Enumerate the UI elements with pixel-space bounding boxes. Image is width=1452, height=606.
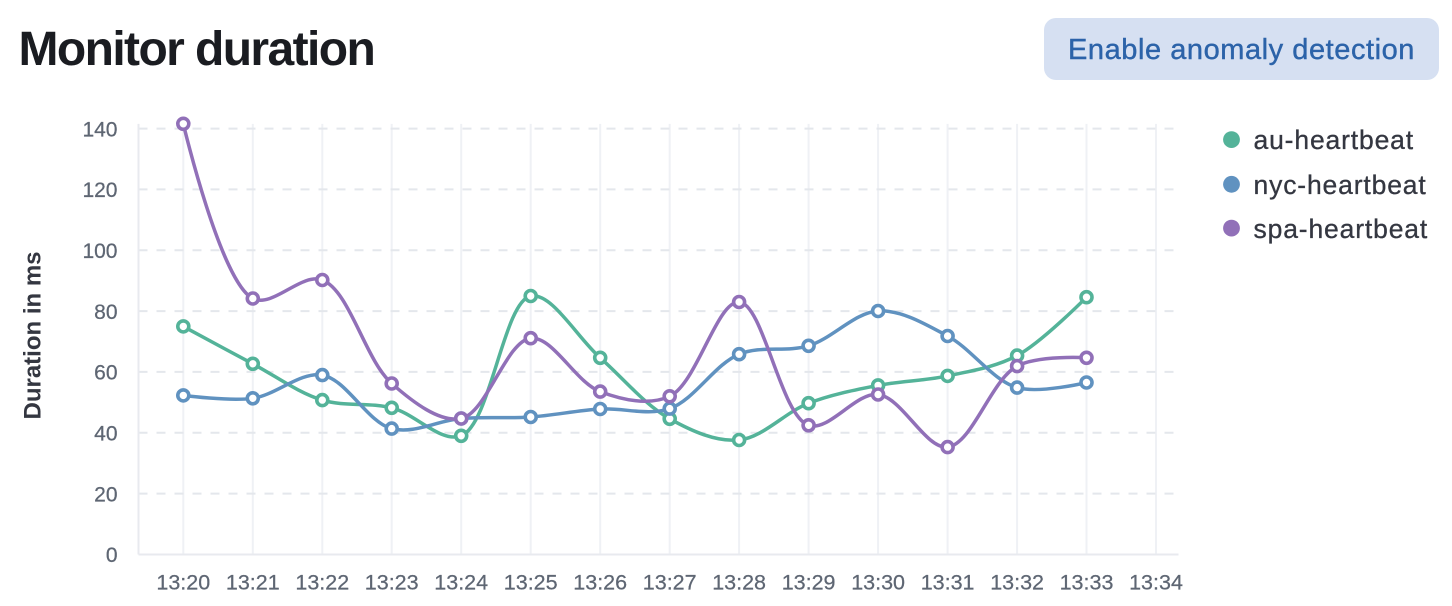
svg-text:13:22: 13:22 bbox=[295, 571, 349, 595]
svg-text:60: 60 bbox=[94, 362, 117, 385]
svg-text:13:34: 13:34 bbox=[1129, 571, 1183, 595]
svg-text:13:30: 13:30 bbox=[851, 571, 905, 595]
svg-text:120: 120 bbox=[82, 179, 117, 202]
svg-text:20: 20 bbox=[94, 483, 117, 506]
svg-text:13:23: 13:23 bbox=[365, 571, 419, 595]
svg-text:13:31: 13:31 bbox=[921, 571, 975, 595]
svg-text:100: 100 bbox=[82, 240, 117, 263]
svg-text:13:21: 13:21 bbox=[226, 571, 280, 595]
svg-text:13:24: 13:24 bbox=[434, 571, 488, 595]
svg-text:0: 0 bbox=[106, 544, 118, 567]
svg-text:13:29: 13:29 bbox=[782, 571, 836, 595]
svg-text:13:28: 13:28 bbox=[712, 571, 766, 595]
svg-text:140: 140 bbox=[82, 118, 117, 141]
svg-text:13:27: 13:27 bbox=[643, 571, 697, 595]
svg-text:13:32: 13:32 bbox=[990, 571, 1044, 595]
svg-text:Duration in ms: Duration in ms bbox=[20, 251, 47, 419]
svg-text:13:20: 13:20 bbox=[156, 571, 210, 595]
svg-text:80: 80 bbox=[94, 301, 117, 324]
svg-text:13:25: 13:25 bbox=[504, 571, 558, 595]
svg-text:13:33: 13:33 bbox=[1060, 571, 1114, 595]
svg-text:40: 40 bbox=[94, 423, 117, 446]
svg-text:13:26: 13:26 bbox=[573, 571, 627, 595]
